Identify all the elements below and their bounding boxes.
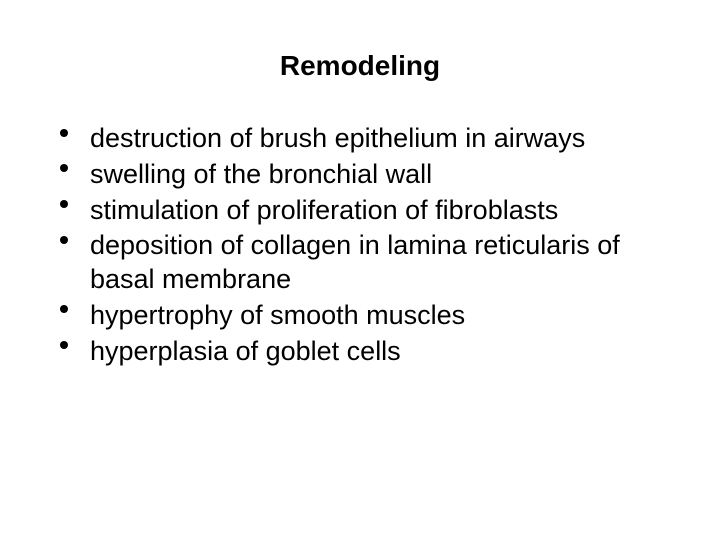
bullet-text: destruction of brush epithelium in airwa… [90, 122, 674, 156]
bullet-icon [60, 341, 68, 349]
bullet-text: swelling of the bronchial wall [90, 158, 674, 192]
bullet-icon [60, 305, 68, 313]
list-item: swelling of the bronchial wall [46, 158, 674, 192]
list-item: hypertrophy of smooth muscles [46, 299, 674, 333]
bullet-icon [60, 164, 68, 172]
list-item: deposition of collagen in lamina reticul… [46, 229, 674, 297]
bullet-icon [60, 200, 68, 208]
list-item: stimulation of proliferation of fibrobla… [46, 194, 674, 228]
bullet-text: stimulation of proliferation of fibrobla… [90, 194, 674, 228]
bullet-list: destruction of brush epithelium in airwa… [46, 122, 674, 368]
bullet-text: hypertrophy of smooth muscles [90, 299, 674, 333]
list-item: hyperplasia of goblet cells [46, 335, 674, 369]
list-item: destruction of brush epithelium in airwa… [46, 122, 674, 156]
bullet-text: deposition of collagen in lamina reticul… [90, 229, 674, 297]
bullet-text: hyperplasia of goblet cells [90, 335, 674, 369]
slide-title: Remodeling [46, 50, 674, 82]
bullet-icon [60, 236, 68, 244]
bullet-icon [60, 129, 68, 137]
